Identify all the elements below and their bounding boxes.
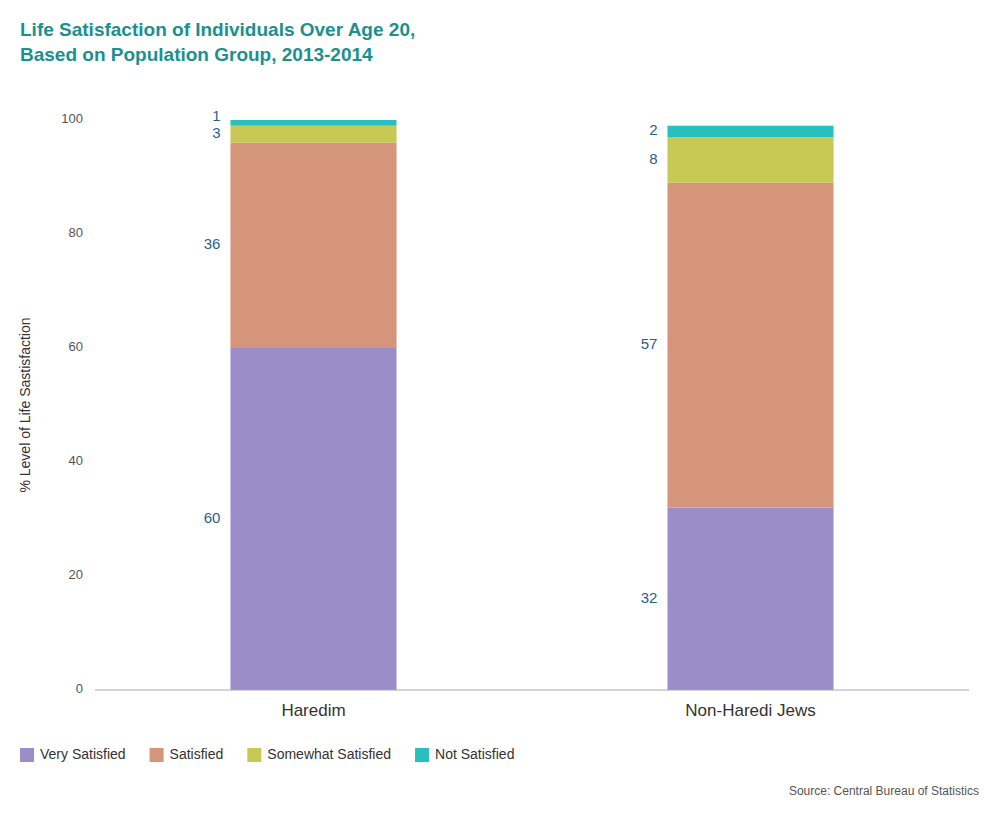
data-label: 57 [641,335,658,352]
data-label: 2 [649,121,657,138]
legend: Very Satisfied Satisfied Somewhat Satisfie… [20,746,514,762]
data-label: 8 [649,150,657,167]
y-tick-label: 60 [69,339,83,354]
bar-segment [230,348,396,690]
legend-swatch [415,748,429,762]
legend-label: Satisfied [170,746,224,762]
bar-segment [230,143,396,348]
data-label: 3 [212,124,220,141]
y-tick-label: 100 [61,111,83,126]
x-axis-line [95,690,969,691]
x-tick-label: Haredim [281,701,345,720]
legend-label: Very Satisfied [40,746,126,762]
legend-label: Not Satisfied [435,746,514,762]
bar-segment [230,120,396,126]
legend-swatch [20,748,34,762]
y-axis-label: % Level of Life Sastisfaction [17,317,33,492]
bar-segment [667,508,833,690]
chart: Life Satisfaction of Individuals Over Ag… [0,0,999,835]
x-tick-label: Non-Haredi Jews [685,701,815,720]
data-label: 36 [204,235,221,252]
data-label: 1 [212,107,220,124]
y-tick-label: 40 [69,453,83,468]
legend-label: Somewhat Satisfied [267,746,391,762]
legend-swatch [150,748,164,762]
annotation: Source: Central Bureau of Statistics [789,784,979,798]
data-label: 60 [204,509,221,526]
legend-swatch [247,748,261,762]
y-tick-label: 0 [76,681,83,696]
bar-segment [667,183,833,508]
bars [230,120,833,690]
bar-segment [667,137,833,183]
y-tick-label: 80 [69,225,83,240]
bar-segment [667,126,833,137]
y-tick-label: 20 [69,567,83,582]
data-label: 32 [641,589,658,606]
title: Life Satisfaction of Individuals Over Ag… [20,19,415,65]
bar-segment [230,126,396,143]
